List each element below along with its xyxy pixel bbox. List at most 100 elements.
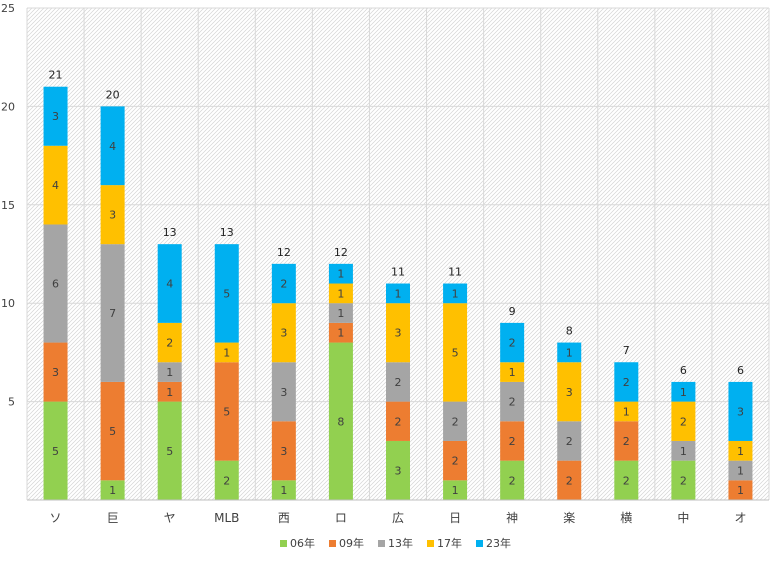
y-axis: 5 10 15 20 25: [1, 2, 15, 409]
total-label: 11: [391, 266, 405, 279]
data-label: 3: [280, 386, 287, 399]
bar-segment: [328, 303, 353, 323]
data-label: 2: [509, 435, 516, 448]
data-label: 5: [223, 287, 230, 300]
data-label: 1: [680, 386, 687, 399]
bar-stack: 2 5 1 5 13: [214, 226, 239, 500]
bar-segment: [386, 283, 410, 304]
data-label: 4: [109, 140, 116, 153]
data-label: 2: [623, 376, 630, 389]
bar-segment: [43, 145, 68, 225]
bar-segment: [100, 106, 125, 186]
bar-stack: 2 1 2 1 6: [671, 364, 696, 500]
bar-segment: [671, 381, 696, 402]
total-label: 20: [106, 88, 120, 101]
bar-segment: [614, 421, 639, 461]
bar-segment: [157, 244, 182, 323]
bar-segment: [214, 362, 239, 461]
data-label: 5: [452, 346, 459, 359]
legend-item: 09年: [329, 536, 364, 550]
x-axis: ソ 巨 ヤ MLB 西 ロ 広 日 神 楽 横 中 オ: [27, 499, 769, 525]
total-label: 21: [49, 69, 63, 82]
bar-segment: [43, 224, 68, 343]
x-tick-label: MLB: [214, 511, 239, 525]
y-tick-label: 25: [1, 2, 15, 15]
data-label: 2: [223, 474, 230, 487]
bar-stack: 2 2 2 1 2 9: [500, 305, 525, 500]
legend-label: 17年: [437, 536, 462, 550]
bar-segment: [671, 460, 696, 500]
data-label: 2: [395, 415, 402, 428]
legend: 06年 09年 13年 17年 23年: [280, 536, 511, 550]
bar-segment: [43, 86, 68, 146]
x-tick-label: 巨: [107, 511, 119, 525]
data-label: 1: [509, 366, 516, 379]
legend-item: 06年: [280, 536, 315, 550]
bar-segment: [500, 381, 525, 422]
data-label: 1: [395, 287, 402, 300]
data-label: 2: [395, 376, 402, 389]
bar-segment: [443, 283, 468, 304]
x-tick-label: 日: [449, 511, 461, 525]
bar-stack: 1 3 3 3 2 12: [271, 246, 296, 500]
data-label: 4: [166, 278, 173, 291]
legend-item: 17年: [427, 536, 462, 550]
data-label: 3: [52, 110, 59, 123]
x-tick-label: 中: [677, 510, 689, 525]
total-label: 12: [334, 246, 348, 259]
bar-segment: [728, 460, 753, 481]
legend-swatch: [329, 540, 336, 547]
data-label: 1: [166, 366, 173, 379]
data-label: 5: [52, 445, 59, 458]
bar-segment: [557, 421, 582, 461]
bar-segment: [157, 401, 182, 500]
legend-swatch: [378, 540, 385, 547]
data-label: 2: [452, 455, 459, 468]
data-label: 5: [109, 425, 116, 438]
data-label: 1: [737, 484, 744, 497]
bars: 5364321157342051124132515131333212811111…: [43, 69, 753, 500]
x-tick-label: 楽: [563, 511, 575, 525]
bar-segment: [614, 460, 639, 500]
bar-segment: [386, 362, 410, 402]
data-label: 2: [623, 435, 630, 448]
bar-stack: 1 1 1 3 6: [728, 364, 753, 500]
bar-segment: [443, 303, 468, 402]
data-label: 2: [680, 415, 687, 428]
data-label: 1: [109, 484, 116, 497]
bar-stack: 5 1 1 2 4 13: [157, 226, 182, 500]
bar-segment: [271, 263, 296, 304]
legend-swatch: [280, 540, 287, 547]
bar-segment: [500, 421, 525, 461]
bar-segment: [271, 421, 296, 481]
bar-segment: [728, 381, 753, 441]
bar-segment: [614, 401, 639, 422]
data-label: 2: [566, 474, 573, 487]
bar-stack: 1 5 7 3 4 20: [100, 88, 125, 500]
data-label: 3: [737, 405, 744, 418]
data-label: 2: [623, 474, 630, 487]
bar-segment: [214, 460, 239, 500]
data-label: 1: [166, 386, 173, 399]
total-label: 11: [448, 266, 462, 279]
y-tick-label: 5: [8, 396, 15, 409]
bar-stack: 8 1 1 1 1 12: [328, 246, 353, 500]
data-label: 3: [280, 327, 287, 340]
bar-segment: [100, 480, 125, 500]
data-label: 3: [52, 366, 59, 379]
bar-segment: [500, 362, 525, 382]
bar-segment: [157, 322, 182, 363]
total-label: 9: [509, 305, 516, 318]
total-label: 6: [737, 364, 744, 377]
data-label: 1: [737, 464, 744, 477]
bar-segment: [443, 440, 468, 481]
bar-segment: [557, 342, 582, 363]
legend-swatch: [476, 540, 483, 547]
x-tick-label: 横: [620, 511, 632, 525]
y-tick-label: 15: [1, 199, 15, 212]
bar-segment: [157, 362, 182, 382]
data-label: 2: [166, 337, 173, 350]
